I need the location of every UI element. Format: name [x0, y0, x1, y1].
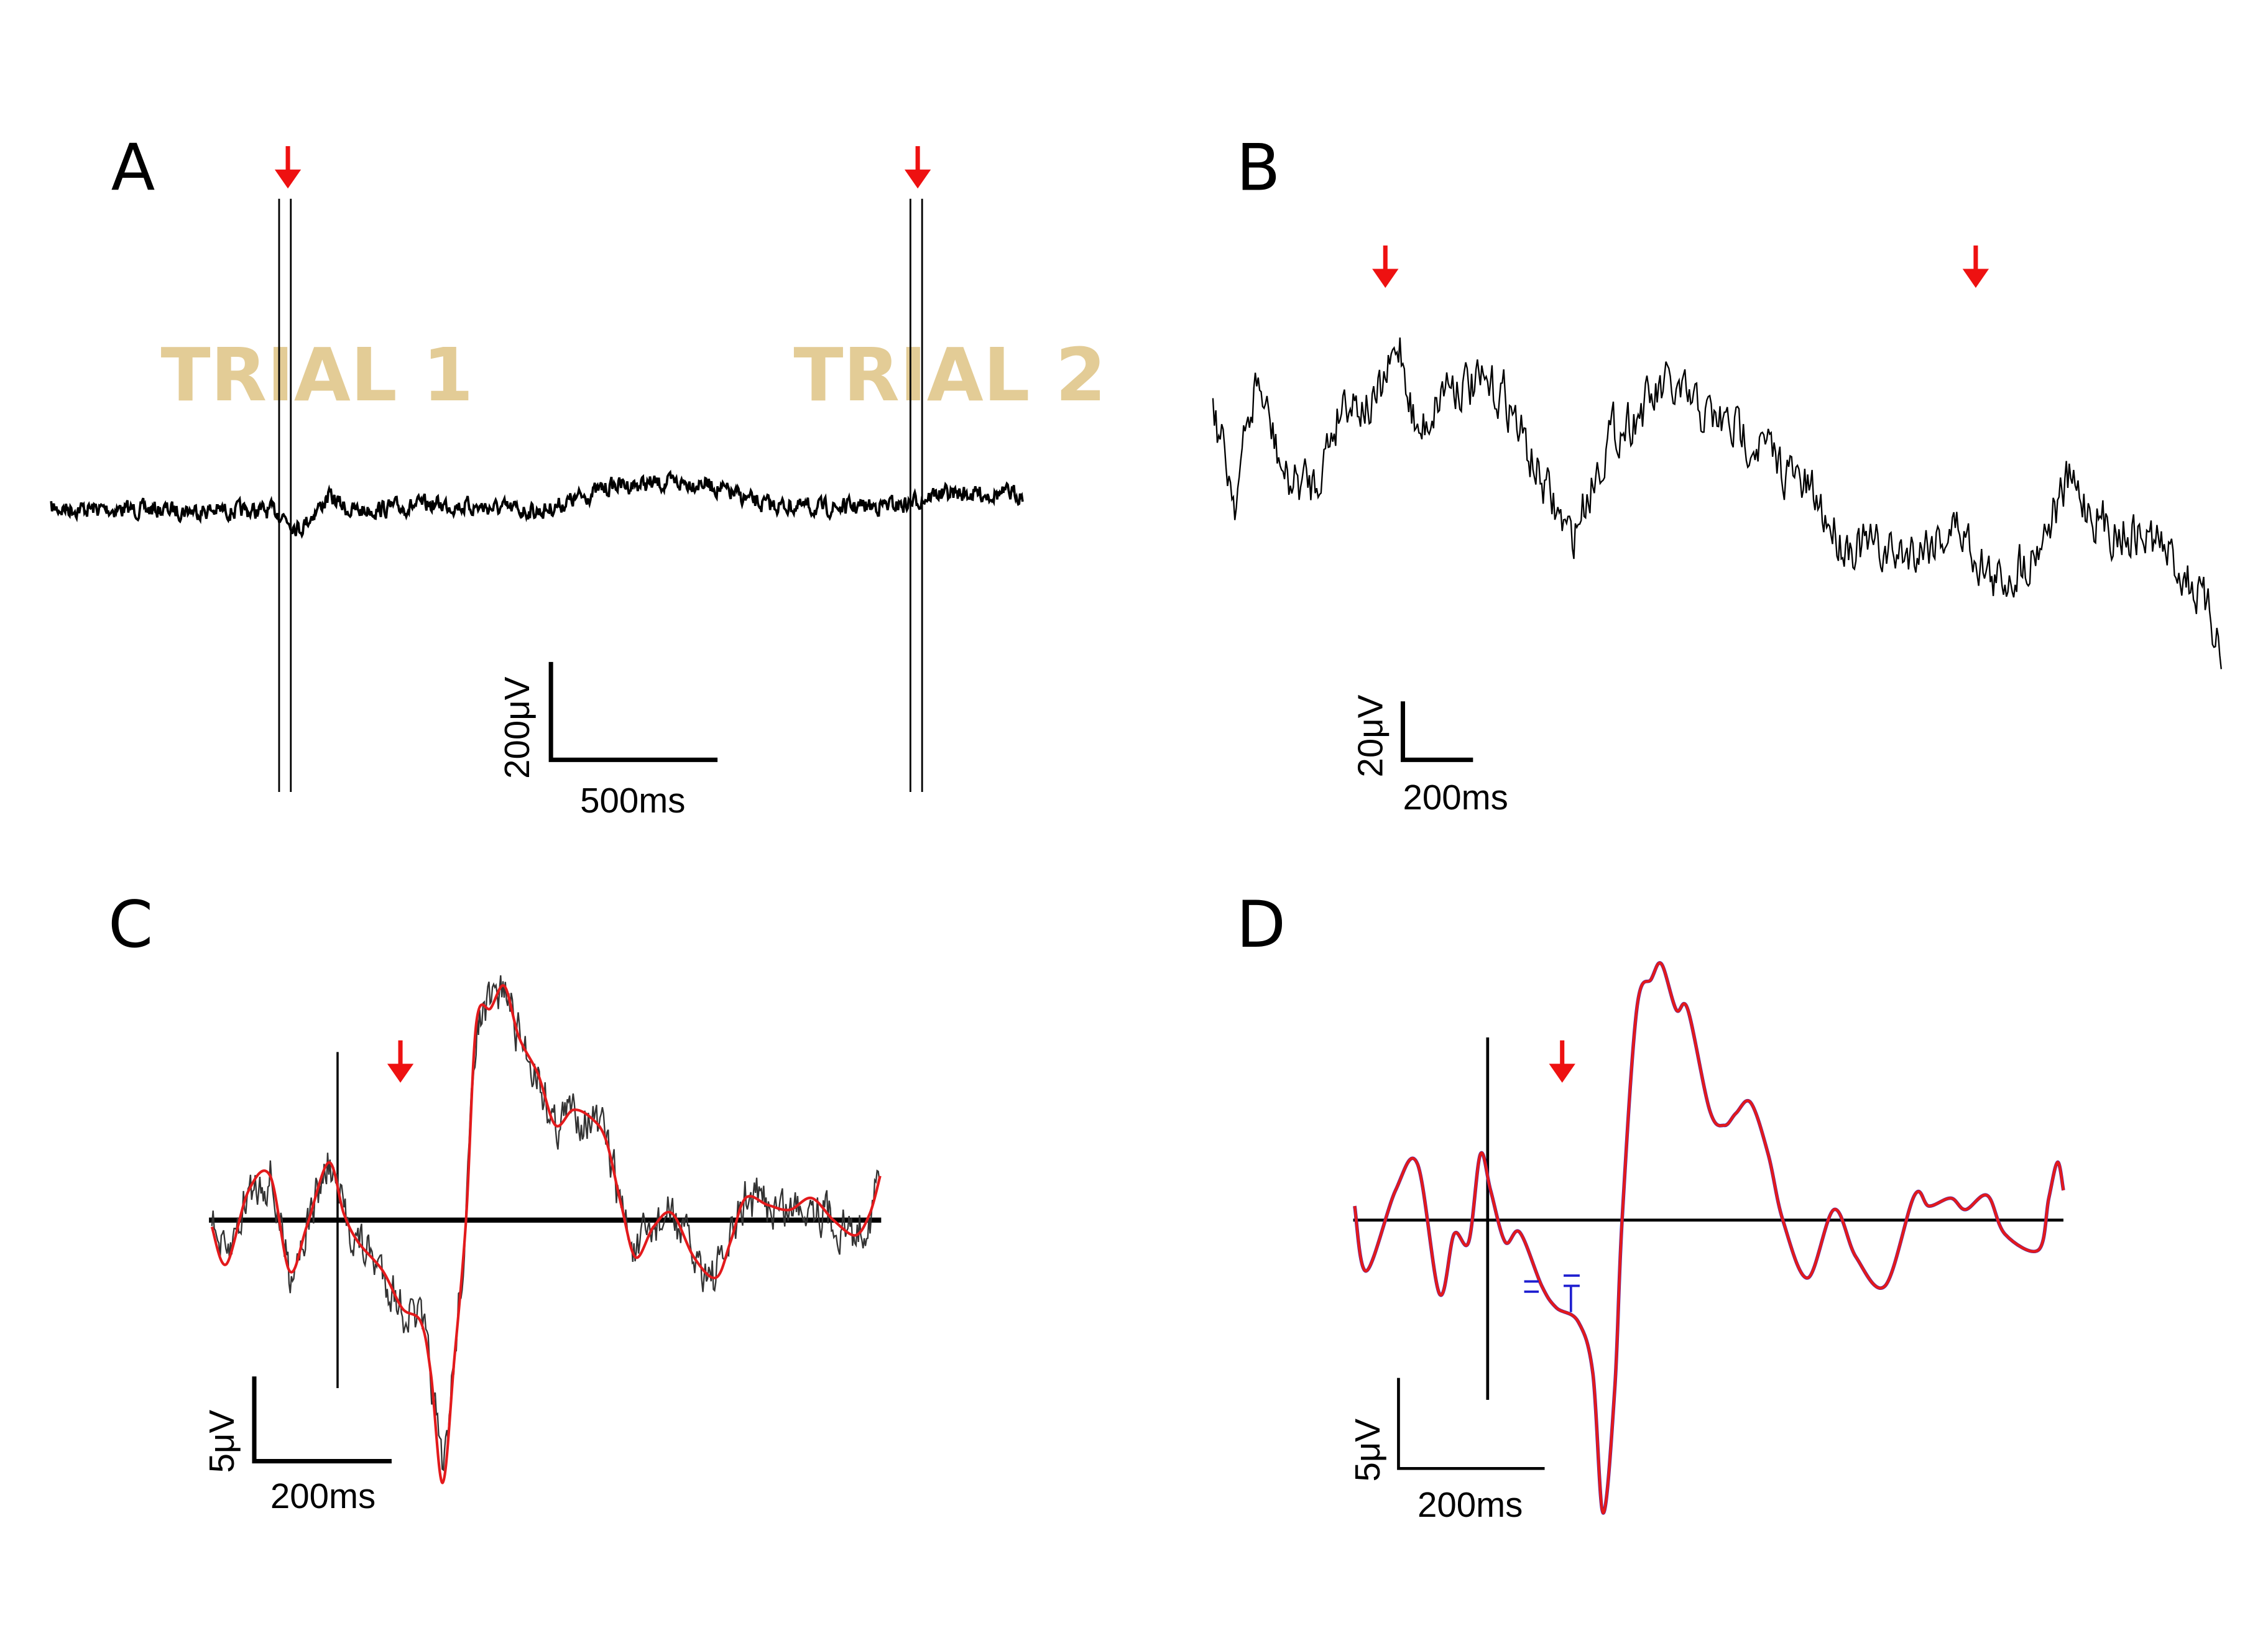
stimulus-arrow-icon-a	[904, 146, 931, 189]
trial-2-onset-lines	[909, 198, 923, 793]
panel-b-label: B	[1237, 131, 1281, 206]
scale-bar-b: 20μV 200ms	[1351, 694, 1508, 817]
panel-a: A TRIAL 1 TRIAL 2 200μV 500ms	[50, 131, 1106, 820]
scale-bar-b-time: 200ms	[1403, 778, 1508, 817]
scale-bar-c-voltage: 5μV	[202, 1409, 241, 1473]
scale-bar-a-voltage: 200μV	[497, 676, 537, 779]
stimulus-arrow-icon-b	[1962, 245, 1989, 288]
red-average-trace-d	[1353, 961, 2065, 1515]
panel-a-label: A	[111, 131, 155, 206]
scale-bar-d-time: 200ms	[1418, 1485, 1523, 1524]
stimulus-arrow-icon-c	[387, 1040, 414, 1083]
stimulus-arrow-icon-b	[1372, 245, 1399, 288]
scale-bar-a: 200μV 500ms	[497, 661, 718, 820]
scale-bar-c: 5μV 200ms	[202, 1376, 392, 1516]
eeg-trace-a	[50, 469, 1024, 539]
eeg-trace-b	[1212, 337, 2222, 669]
trial-2-label: TRIAL 2	[793, 333, 1106, 418]
average-trace-c	[210, 984, 882, 1484]
scale-bar-c-time: 200ms	[270, 1476, 376, 1516]
scale-bar-a-time: 500ms	[580, 781, 685, 820]
panel-c: C 5μV 200ms	[108, 888, 882, 1516]
scale-bar-d: 5μV 200ms	[1348, 1378, 1545, 1524]
panel-d-label: D	[1237, 888, 1286, 962]
scale-bar-d-voltage: 5μV	[1348, 1419, 1387, 1482]
trial-1-label: TRIAL 1	[161, 333, 474, 418]
panel-b: B 20μV 200ms	[1212, 131, 2222, 817]
stimulus-arrow-icon-d	[1549, 1040, 1575, 1083]
scale-bar-b-voltage: 20μV	[1351, 694, 1390, 777]
panel-c-label: C	[108, 888, 153, 962]
error-bars-d	[1524, 1274, 1580, 1312]
stimulus-arrow-icon-a	[274, 146, 302, 189]
panel-d: D 5μV 200ms	[1237, 888, 2065, 1524]
trial-1-onset-lines	[278, 198, 292, 793]
